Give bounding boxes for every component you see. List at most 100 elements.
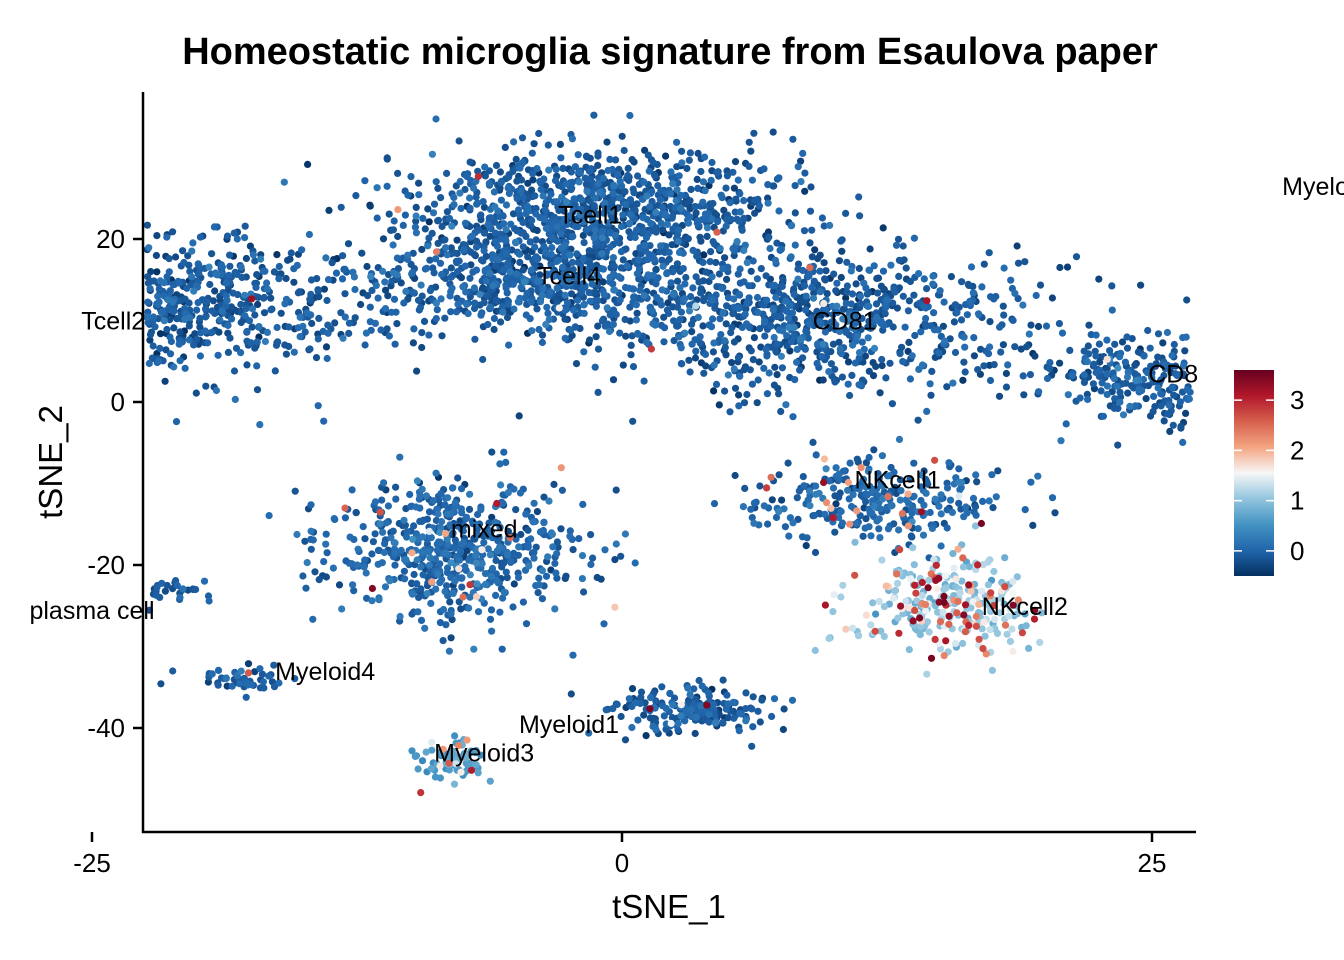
cell-point	[729, 310, 737, 318]
cell-point	[566, 326, 575, 334]
cell-point	[820, 299, 828, 308]
cell-point	[560, 207, 568, 215]
cell-point	[391, 549, 399, 558]
cell-point	[195, 269, 203, 278]
cell-point	[802, 542, 810, 550]
cell-point	[1166, 427, 1174, 435]
cell-point	[990, 602, 998, 610]
cell-point	[448, 616, 456, 624]
cell-point	[202, 298, 211, 306]
cell-point	[691, 695, 700, 703]
cell-point	[339, 334, 347, 342]
colorbar-tick-label: 3	[1290, 385, 1304, 415]
cell-point	[320, 417, 328, 425]
cell-point	[960, 513, 968, 521]
cell-point	[233, 270, 241, 278]
cell-point	[498, 645, 506, 653]
cell-point	[434, 239, 442, 247]
cell-point	[383, 182, 391, 190]
cell-point	[639, 227, 647, 235]
cell-point	[1029, 521, 1037, 530]
cell-point	[1168, 384, 1176, 392]
cell-point	[589, 554, 597, 562]
cell-point	[557, 230, 565, 238]
cell-point	[592, 288, 600, 297]
cell-point	[920, 501, 928, 509]
cell-point	[555, 304, 563, 312]
cell-point	[922, 607, 930, 615]
cell-point	[907, 532, 915, 540]
cell-point	[222, 674, 230, 682]
cell-point	[1031, 352, 1039, 360]
cell-point	[554, 237, 562, 245]
cell-point	[1007, 276, 1015, 284]
cell-point	[556, 140, 565, 148]
cell-point	[181, 315, 189, 323]
cell-point	[711, 719, 720, 727]
cell-point	[877, 627, 885, 635]
cell-point	[907, 575, 915, 583]
cell-point	[379, 235, 388, 243]
cell-point	[437, 490, 445, 498]
cell-point	[471, 335, 479, 343]
cell-point	[188, 273, 196, 281]
cell-point	[371, 319, 379, 327]
cell-point	[383, 325, 391, 333]
cell-point	[514, 551, 523, 559]
cell-point	[502, 226, 510, 234]
cell-point	[196, 323, 204, 331]
cell-point	[617, 552, 625, 560]
cell-point	[593, 210, 602, 218]
cell-point	[465, 604, 473, 612]
cell-point	[417, 616, 426, 625]
cell-point	[307, 545, 315, 553]
cell-point	[708, 273, 716, 281]
cell-point	[451, 732, 459, 740]
cell-point	[358, 249, 366, 257]
cell-point	[730, 184, 739, 192]
cell-point	[1149, 408, 1157, 416]
cell-point	[519, 243, 527, 251]
cell-point	[381, 305, 390, 313]
cell-point	[1042, 322, 1051, 330]
cell-point	[948, 508, 957, 516]
cell-point	[899, 292, 907, 300]
cell-point	[561, 291, 569, 299]
cell-point	[721, 337, 729, 345]
cell-point	[445, 766, 453, 774]
cell-point	[822, 306, 830, 314]
cell-point	[492, 591, 500, 600]
cell-point	[211, 287, 219, 295]
cell-point	[961, 343, 969, 351]
cell-point	[533, 255, 541, 264]
cell-point	[619, 361, 627, 369]
cell-point	[226, 251, 234, 259]
cell-point	[918, 361, 927, 369]
cell-point	[244, 660, 253, 668]
cell-point	[280, 178, 288, 186]
cell-point	[709, 238, 717, 246]
cell-point	[867, 532, 875, 540]
cell-point	[858, 338, 866, 346]
cell-point	[461, 562, 469, 571]
cell-point	[793, 358, 801, 366]
cell-point	[617, 712, 625, 721]
cell-point	[193, 335, 201, 343]
cell-point	[673, 163, 681, 171]
cell-point	[270, 268, 278, 276]
cell-point	[825, 634, 833, 643]
cell-point	[149, 313, 158, 321]
cell-point	[979, 645, 987, 653]
cell-point	[710, 339, 718, 347]
cell-point	[521, 294, 529, 302]
cell-point	[496, 460, 504, 468]
cell-point	[1057, 437, 1065, 445]
cell-point	[161, 377, 169, 385]
cell-point	[949, 550, 957, 558]
cell-point	[416, 304, 424, 312]
cell-point	[241, 312, 249, 320]
cell-point	[341, 265, 349, 273]
cell-point	[403, 533, 411, 541]
cell-point	[315, 314, 323, 322]
cell-point	[820, 222, 828, 230]
